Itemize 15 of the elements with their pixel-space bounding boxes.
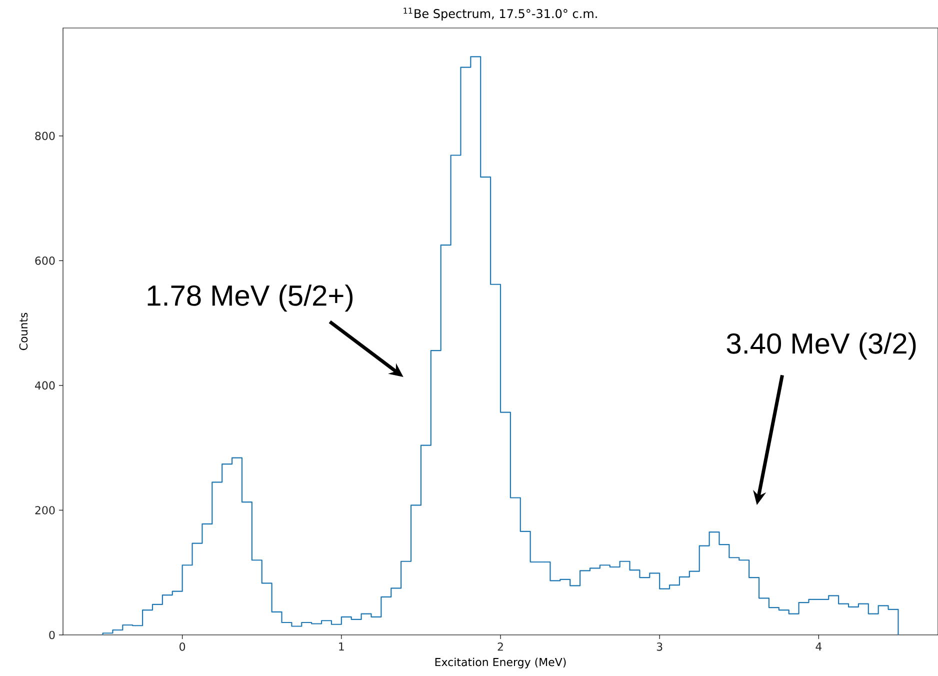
y-tick-label: 400 [35,381,55,390]
chart-title: $^{11}$Be Spectrum, 17.5°-31.0° c.m. [404,8,597,20]
x-tick-label: 3 [656,642,662,651]
y-tick-label: 600 [35,256,55,265]
y-axis-title: Counts [19,312,28,350]
annotation: 3.40 MeV (3/2) [726,332,916,360]
y-tick-label: 0 [49,630,55,640]
y-tick-label: 200 [35,506,55,514]
x-tick-label: 4 [816,642,822,651]
x-tick-label: 1 [339,642,344,651]
y-tick-label: 800 [35,132,55,140]
x-tick-label: 0 [180,642,186,651]
x-axis-title: Excitation Energy (MeV) [435,658,566,668]
x-tick-label: 2 [498,642,503,651]
annotation: 1.78 MeV (5/2+) [148,284,353,312]
